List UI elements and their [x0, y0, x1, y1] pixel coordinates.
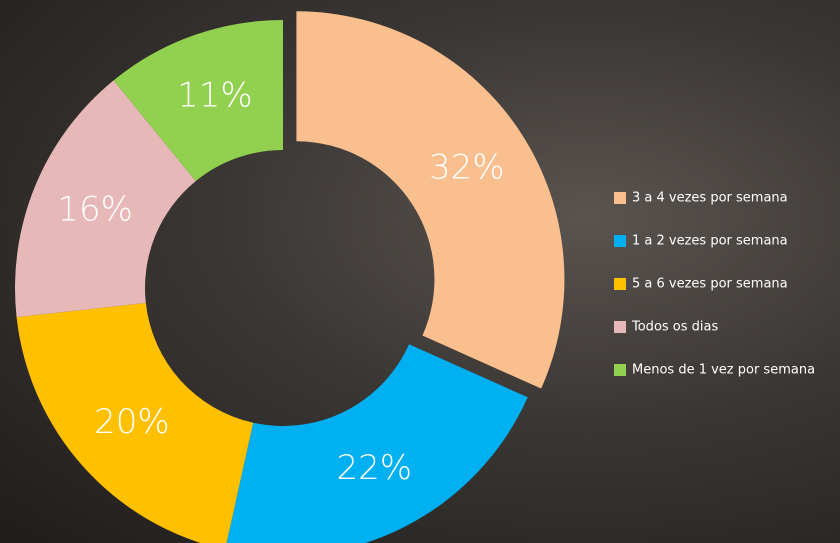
- chart: 32% 22% 20% 16% 11% 3 a 4 vezes por semana 1 a…: [0, 0, 840, 543]
- donut-slice: [225, 344, 528, 543]
- legend-label: Menos de 1 vez por semana: [632, 363, 815, 378]
- data-label: 22%: [337, 448, 413, 488]
- legend-swatch: [614, 321, 626, 333]
- legend-label: 3 a 4 vezes por semana: [632, 191, 788, 206]
- legend-label: Todos os dias: [631, 320, 718, 335]
- slide: 32% 22% 20% 16% 11% 3 a 4 vezes por semana 1 a…: [0, 0, 840, 543]
- legend-swatch: [614, 364, 626, 376]
- data-label: 16%: [57, 190, 133, 230]
- data-label: 20%: [94, 402, 170, 442]
- legend-label: 5 a 6 vezes por semana: [632, 277, 788, 292]
- data-label: 32%: [429, 147, 505, 187]
- legend-swatch: [614, 192, 626, 204]
- legend-label: 1 a 2 vezes por semana: [632, 234, 788, 249]
- legend-swatch: [614, 278, 626, 290]
- data-label: 11%: [177, 75, 253, 115]
- donut-slice: [296, 11, 564, 388]
- legend-swatch: [614, 235, 626, 247]
